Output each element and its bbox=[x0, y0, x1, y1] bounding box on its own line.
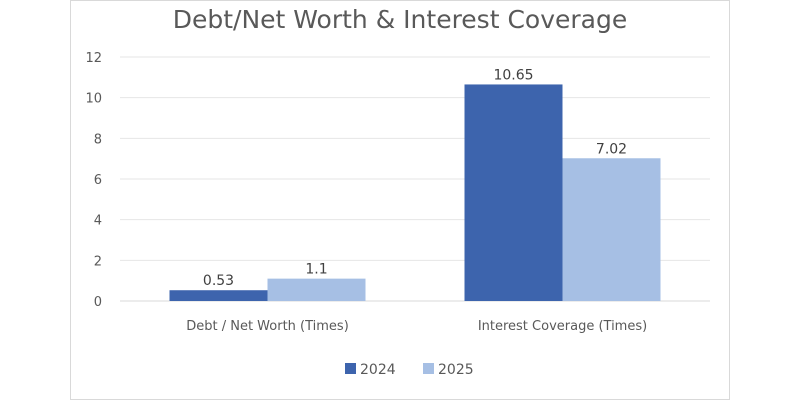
bar bbox=[464, 84, 563, 301]
bar bbox=[169, 290, 268, 301]
y-tick-label: 2 bbox=[94, 254, 102, 269]
legend: 2024 2025 bbox=[345, 362, 474, 378]
y-tick-label: 8 bbox=[94, 132, 102, 147]
data-label: 0.53 bbox=[203, 273, 234, 289]
x-axis-categories: Debt / Net Worth (Times) Interest Coverag… bbox=[186, 319, 647, 334]
data-label: 10.65 bbox=[493, 67, 533, 83]
legend-swatch bbox=[423, 363, 434, 374]
data-label: 1.1 bbox=[305, 262, 327, 278]
legend-label: 2024 bbox=[360, 362, 396, 378]
bar bbox=[267, 278, 366, 301]
legend-swatch bbox=[345, 363, 356, 374]
legend-label: 2025 bbox=[438, 362, 474, 378]
y-tick-label: 12 bbox=[85, 51, 102, 66]
data-label: 7.02 bbox=[596, 141, 627, 157]
y-tick-label: 4 bbox=[94, 214, 102, 229]
bar bbox=[562, 158, 661, 301]
x-category-label: Debt / Net Worth (Times) bbox=[186, 319, 349, 334]
y-tick-label: 0 bbox=[94, 295, 102, 310]
chart-title: Debt/Net Worth & Interest Coverage bbox=[172, 5, 628, 34]
y-tick-label: 10 bbox=[85, 92, 102, 107]
y-axis-ticks: 0 2 4 6 8 10 12 bbox=[85, 51, 102, 310]
y-tick-label: 6 bbox=[94, 173, 102, 188]
x-category-label: Interest Coverage (Times) bbox=[478, 319, 647, 334]
data-labels: 0.53 1.1 10.65 7.02 bbox=[203, 67, 627, 289]
bars bbox=[169, 84, 661, 301]
